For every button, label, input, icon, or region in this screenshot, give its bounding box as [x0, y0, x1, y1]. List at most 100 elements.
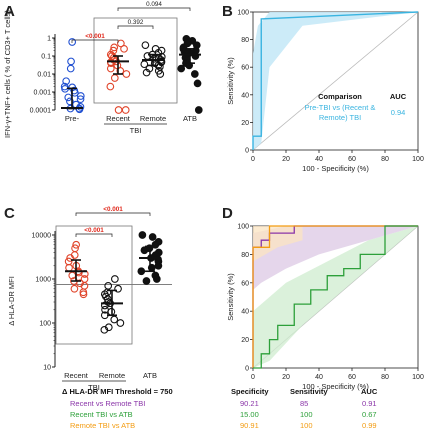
legend-series-name-line2: Remote) TBI — [319, 113, 361, 122]
data-point — [141, 41, 150, 50]
x-tick-label: 40 — [315, 374, 323, 381]
data-point — [72, 240, 81, 249]
table-row-0-sensitivity: 85 — [300, 399, 308, 408]
x-axis-label: 100 - Specificity (%) — [302, 164, 369, 173]
data-point — [62, 77, 71, 86]
table-row-1-sensitivity: 100 — [300, 410, 313, 419]
x-category-label: ATB — [183, 114, 197, 123]
x-category-label: ATB — [143, 371, 157, 380]
data-point — [138, 231, 147, 239]
tbi-group-box — [93, 17, 178, 104]
p-value-label: <0.001 — [103, 206, 123, 213]
y-tick-label: 20 — [241, 337, 249, 344]
tbi-group-box — [55, 225, 133, 345]
y-tick-label: 1000 — [35, 277, 51, 284]
group-label: TBI — [88, 383, 100, 392]
y-tick-label: 20 — [241, 120, 249, 127]
panel-label-b: B — [222, 3, 233, 20]
data-point — [177, 64, 186, 73]
table-title: Δ HLA-DR MFI Threshold = 750 — [62, 387, 173, 396]
table-row-1-label: Recent TBI vs ATB — [70, 410, 133, 419]
legend-series-auc: 0.94 — [391, 108, 406, 117]
data-point — [110, 74, 119, 82]
roc-confidence-band — [253, 226, 418, 368]
x-tick-label: 60 — [348, 156, 356, 163]
data-point — [64, 93, 73, 102]
data-point — [114, 106, 123, 114]
table-row-1-specificity: 15.00 — [240, 410, 259, 419]
y-tick-label: 100 — [237, 224, 249, 231]
table-header-auc: AUC — [361, 387, 378, 396]
data-point — [66, 97, 74, 106]
panel-c-scatter: 10 100 1000 10000 Δ HLA-DR MFI Recent Remote AT… — [7, 206, 172, 392]
data-point — [193, 79, 202, 88]
roc-curve — [253, 225, 418, 369]
comparison-bracket — [117, 25, 154, 29]
legend-header-auc: AUC — [390, 92, 407, 101]
y-tick-label: 40 — [241, 309, 249, 316]
y-axis-label: Sensitivity (%) — [226, 57, 235, 105]
x-tick-label: 0 — [251, 156, 255, 163]
x-tick-label: 20 — [282, 374, 290, 381]
roc-confidence-band — [253, 226, 303, 262]
panel-label-a: A — [4, 3, 15, 20]
p-value-label: <0.001 — [84, 227, 104, 234]
y-tick-label: 60 — [241, 280, 249, 287]
table-row-2-auc: 0.99 — [362, 421, 377, 430]
data-point — [76, 279, 84, 288]
data-point — [148, 233, 157, 241]
data-point — [155, 62, 164, 71]
data-point — [190, 70, 199, 78]
x-tick-label: 60 — [348, 374, 356, 381]
data-point — [67, 57, 75, 66]
y-tick-label: 0.1 — [41, 54, 51, 61]
legend-series-name-line1: Pre-TBI vs (Recent & — [305, 103, 376, 112]
panel-a-scatter: 0.0001 0.001 0.01 0.1 1 IFN-γ+TNF+ cells ( % … — [3, 1, 203, 138]
data-point — [104, 323, 113, 332]
table-row-2-label: Remote TBI vs ATB — [70, 421, 135, 430]
table-row-2-specificity: 90.91 — [240, 421, 259, 430]
x-tick-label: 20 — [282, 156, 290, 163]
data-point — [110, 315, 119, 324]
y-tick-label: 10000 — [32, 233, 52, 240]
y-tick-label: 0 — [245, 148, 249, 155]
data-point — [114, 284, 122, 293]
data-point — [122, 70, 131, 78]
y-tick-label: 0.0001 — [30, 108, 52, 115]
data-point — [76, 92, 85, 100]
summary-table: Δ HLA-DR MFI Threshold = 750 Specificity… — [62, 387, 378, 430]
x-category-label: Remote — [140, 114, 166, 123]
data-point — [68, 38, 77, 46]
data-point — [100, 325, 109, 334]
data-point — [154, 261, 163, 270]
y-tick-label: 80 — [241, 252, 249, 259]
x-tick-label: 100 — [412, 374, 424, 381]
panel-label-c: C — [4, 205, 15, 222]
comparison-bracket — [75, 212, 151, 216]
data-point — [106, 82, 115, 91]
data-point — [66, 64, 75, 73]
roc-confidence-band — [253, 12, 418, 150]
comparison-bracket — [117, 7, 191, 11]
data-point — [116, 319, 125, 327]
table-row-0-auc: 0.91 — [362, 399, 377, 408]
p-value-label: <0.001 — [85, 33, 105, 40]
legend-header-comparison: Comparison — [318, 92, 362, 101]
y-tick-label: 0 — [245, 366, 249, 373]
x-tick-label: 80 — [381, 156, 389, 163]
x-axis-label: 100 - Specificity (%) — [302, 382, 369, 391]
data-point — [65, 263, 73, 272]
comparison-bracket — [75, 233, 113, 237]
data-point — [140, 246, 149, 255]
data-point — [76, 95, 85, 104]
x-category-label: Remote — [99, 371, 125, 380]
data-point — [111, 275, 119, 283]
x-tick-label: 40 — [315, 156, 323, 163]
roc-curve — [252, 225, 418, 368]
table-header-specificity: Specificity — [231, 387, 269, 396]
table-row-2-sensitivity: 100 — [300, 421, 313, 430]
data-point — [156, 70, 165, 78]
data-point — [194, 106, 203, 114]
y-tick-label: 100 — [39, 321, 51, 328]
y-tick-label: 0.001 — [33, 90, 51, 97]
